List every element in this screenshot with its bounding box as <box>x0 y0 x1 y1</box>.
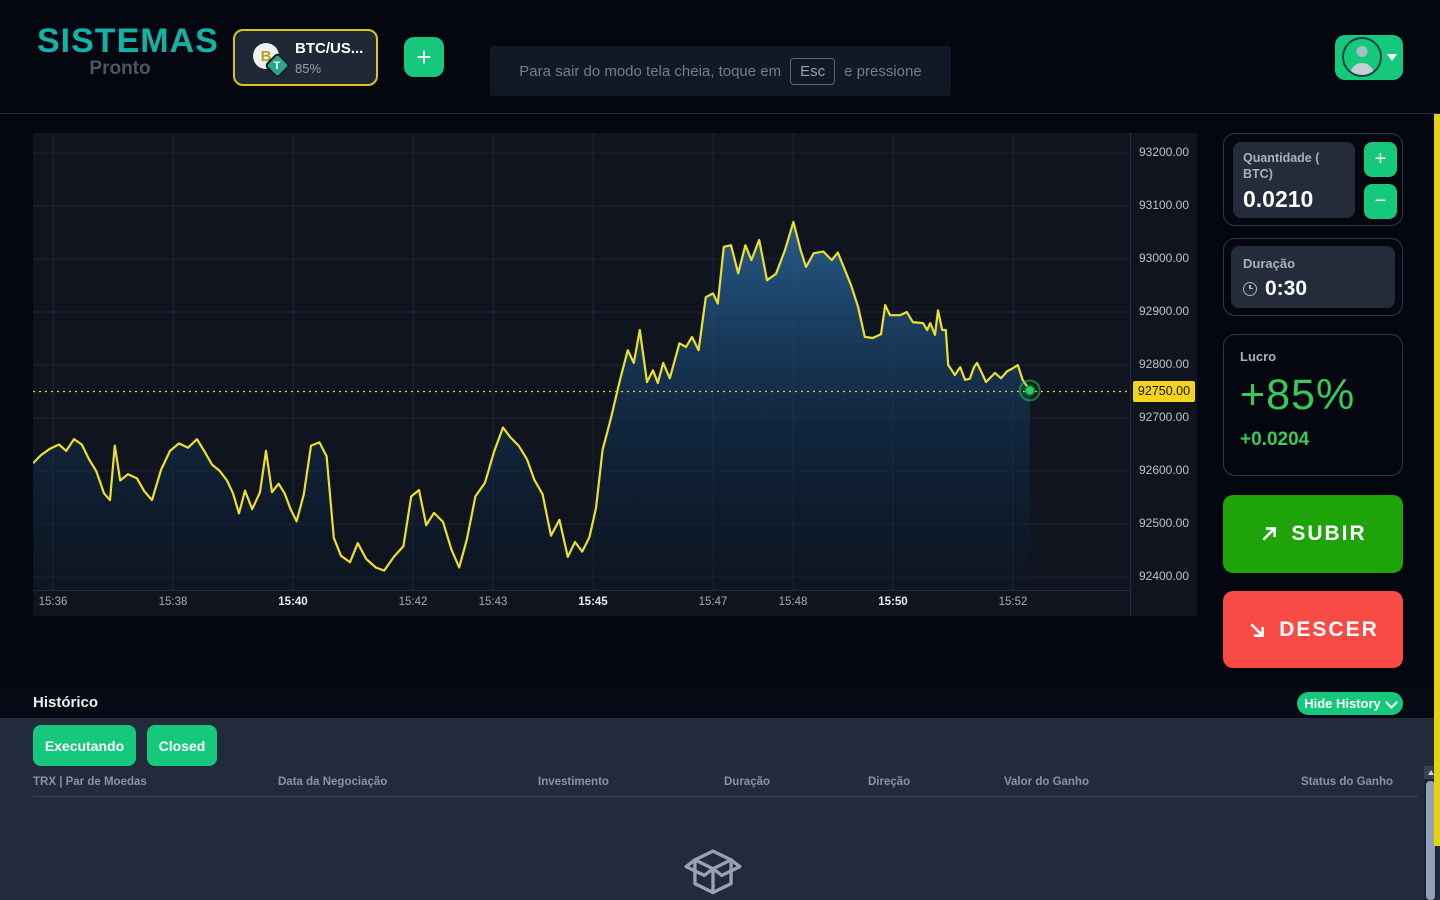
table-column-header: Direção <box>868 776 910 788</box>
chart-y-axis: 93200.00 93100.00 93000.00 92900.00 92800.00… <box>1130 133 1197 616</box>
y-axis-label: 92800.00 <box>1131 357 1197 371</box>
y-axis-label: 92400.00 <box>1131 569 1197 583</box>
buy-up-button[interactable]: SUBIR <box>1223 495 1403 573</box>
table-column-header: Data da Negociação <box>278 776 387 788</box>
header-divider <box>0 113 1440 114</box>
trading-app-screen: SISTEMAS Pronto B T BTC/US... 85% + Para… <box>0 0 1440 900</box>
chevron-down-icon <box>1387 54 1397 61</box>
x-axis-label: 15:45 <box>578 596 607 608</box>
quantity-field[interactable]: Quantidade ( BTC) 0.0210 <box>1233 142 1355 218</box>
current-price-marker <box>1025 386 1034 395</box>
y-axis-label: 92900.00 <box>1131 304 1197 318</box>
person-icon <box>1357 46 1368 57</box>
y-axis-label: 93000.00 <box>1131 251 1197 265</box>
pair-symbol: BTC/US... <box>295 40 363 57</box>
history-panel: Executando Closed TRX | Par de Moedas Dat… <box>0 719 1440 900</box>
profit-label: Lucro <box>1240 349 1386 366</box>
chart-x-axis: 15:36 15:38 15:40 15:42 15:43 15:45 15:47 15:48… <box>33 590 1130 616</box>
y-axis-label: 92600.00 <box>1131 463 1197 477</box>
profit-amount: +0.0204 <box>1240 429 1386 451</box>
duration-value: 0:30 <box>1265 277 1307 301</box>
logo-title: SISTEMAS <box>37 24 203 60</box>
filter-closed-button[interactable]: Closed <box>147 725 217 766</box>
quantity-card: Quantidade ( BTC) 0.0210 + − <box>1223 133 1403 226</box>
tether-glyph: T <box>274 59 281 71</box>
arrow-up-right-icon <box>1259 524 1279 544</box>
avatar <box>1342 37 1382 77</box>
x-axis-label: 15:36 <box>39 596 68 608</box>
header: SISTEMAS Pronto B T BTC/US... 85% + Para… <box>0 0 1440 113</box>
add-pair-button[interactable]: + <box>404 37 444 77</box>
price-area <box>33 222 1030 590</box>
history-title: Histórico <box>33 694 98 711</box>
y-axis-label: 92700.00 <box>1131 410 1197 424</box>
table-column-header: Status do Ganho <box>1301 776 1393 788</box>
notice-text-before: Para sair do modo tela cheia, toque em <box>519 63 781 80</box>
profit-card: Lucro +85% +0.0204 <box>1223 334 1403 476</box>
table-column-header: TRX | Par de Moedas <box>33 776 147 788</box>
person-icon-body <box>1350 63 1374 77</box>
pair-tab-texts: BTC/US... 85% <box>295 40 363 76</box>
x-axis-label: 15:40 <box>278 596 307 608</box>
x-axis-label: 15:42 <box>399 596 428 608</box>
quantity-increase-button[interactable]: + <box>1364 142 1397 177</box>
profit-percent: +85% <box>1240 374 1386 417</box>
y-axis-label: 93100.00 <box>1131 198 1197 212</box>
esc-key: Esc <box>790 58 835 85</box>
fullscreen-exit-notice: Para sair do modo tela cheia, toque em E… <box>490 46 951 96</box>
price-chart[interactable] <box>33 133 1130 590</box>
x-axis-label: 15:43 <box>479 596 508 608</box>
yellow-edge-strip <box>1434 114 1440 846</box>
x-axis-label: 15:47 <box>699 596 728 608</box>
x-axis-label: 15:50 <box>878 596 907 608</box>
duration-label: Duração <box>1243 256 1383 273</box>
account-menu-button[interactable] <box>1335 35 1403 80</box>
notice-text-after: e pressione <box>844 63 922 80</box>
clock-icon <box>1243 282 1257 296</box>
app-logo: SISTEMAS Pronto <box>37 24 203 80</box>
table-column-header: Investimento <box>538 776 609 788</box>
quantity-value: 0.0210 <box>1243 186 1345 213</box>
table-divider <box>33 796 1418 797</box>
table-column-header: Valor do Ganho <box>1004 776 1089 788</box>
logo-subtitle: Pronto <box>37 58 203 80</box>
duration-card: Duração 0:30 <box>1223 238 1403 316</box>
x-axis-label: 15:48 <box>779 596 808 608</box>
hide-history-button[interactable]: Hide History <box>1297 692 1403 715</box>
x-axis-label: 15:52 <box>999 596 1028 608</box>
sell-down-button[interactable]: DESCER <box>1223 591 1403 668</box>
y-axis-label: 93200.00 <box>1131 145 1197 159</box>
quantity-label: Quantidade ( BTC) <box>1243 150 1345 183</box>
pair-payout: 85% <box>295 61 363 76</box>
history-bar: Histórico <box>0 688 1440 719</box>
quantity-decrease-button[interactable]: − <box>1364 184 1397 219</box>
arrow-down-right-icon <box>1247 620 1267 640</box>
asset-pair-tab[interactable]: B T BTC/US... 85% <box>233 29 378 86</box>
table-column-header: Duração <box>724 776 770 788</box>
buy-button-label: SUBIR <box>1291 522 1366 546</box>
filter-executando-button[interactable]: Executando <box>33 725 136 766</box>
y-axis-label: 92500.00 <box>1131 516 1197 530</box>
triangle-up-icon <box>1428 770 1434 775</box>
chevron-down-icon <box>1385 696 1398 709</box>
x-axis-label: 15:38 <box>159 596 188 608</box>
duration-field[interactable]: Duração 0:30 <box>1231 246 1395 308</box>
sell-button-label: DESCER <box>1279 618 1379 642</box>
price-chart-svg <box>33 133 1130 590</box>
empty-box-icon <box>682 843 744 900</box>
current-price-chip: 92750.00 <box>1133 381 1195 402</box>
hide-history-label: Hide History <box>1304 696 1381 711</box>
